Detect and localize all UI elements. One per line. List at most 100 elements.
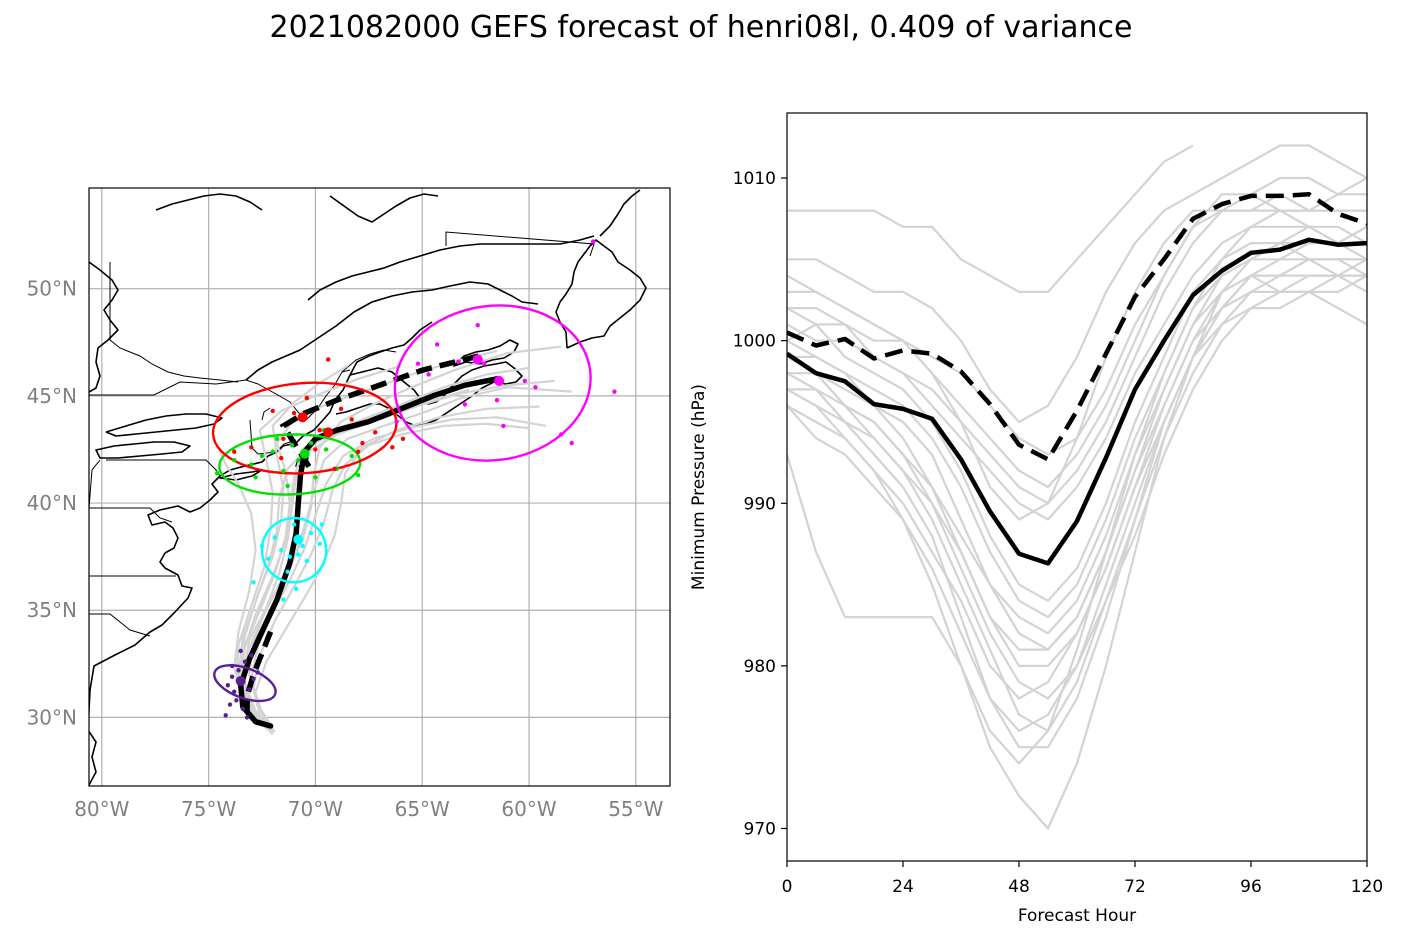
map-lat-tick-label: 30°N	[27, 705, 77, 729]
figure-title: 2021082000 GEFS forecast of henri08l, 0.…	[269, 10, 1133, 45]
member-point-cyan	[319, 522, 325, 527]
border-quebec-newbrunswick	[341, 349, 397, 373]
mean-marker-red	[323, 427, 334, 438]
member-point-red	[349, 417, 354, 422]
member-pressure-line	[787, 274, 1367, 651]
member-point-red	[338, 406, 344, 411]
member-point-magenta	[533, 385, 538, 390]
member-point-magenta	[612, 389, 617, 394]
uncertainty-ellipses	[211, 304, 592, 703]
x-tick-label: 96	[1240, 877, 1262, 897]
map-lon-tick-label: 55°W	[608, 797, 663, 821]
pressure-member-lines	[787, 144, 1367, 830]
member-point-green	[296, 458, 301, 463]
member-point-purple	[227, 702, 233, 707]
member-point-cyan	[300, 543, 305, 549]
dashed-track-line-north	[279, 352, 483, 469]
member-track-line	[252, 422, 530, 734]
coastline-st-lawrence	[245, 281, 539, 381]
map-background	[89, 188, 670, 786]
member-point-cyan	[317, 541, 322, 546]
map-axis-labels: 80°W 75°W 70°W 65°W 60°W 55°W 30°N 35°N 40°N 45°N…	[27, 277, 664, 821]
member-pressure-line	[787, 144, 1194, 293]
pressure-axis-ticks: 0 24 48 72 96 120 970 980 990 1000 1010	[733, 169, 1383, 897]
member-pressure-line	[787, 209, 1367, 765]
member-point-magenta	[494, 397, 500, 403]
pressure-chart-panel: 0 24 48 72 96 120 970 980 990 1000 1010 Forecast H…	[689, 112, 1383, 926]
member-point-magenta	[394, 419, 399, 424]
member-point-green	[285, 483, 290, 489]
coastline-north-shore	[307, 235, 595, 301]
member-point-green	[232, 458, 237, 463]
member-point-purple	[238, 648, 243, 654]
member-pressure-line	[787, 274, 1367, 733]
member-point-cyan	[266, 556, 271, 562]
member-point-cyan	[291, 522, 297, 527]
member-point-purple	[240, 706, 245, 712]
member-point-magenta	[415, 361, 421, 366]
pressure-plot-frame	[786, 112, 1368, 862]
member-point-magenta	[475, 322, 480, 328]
member-pressure-line	[787, 225, 1367, 619]
member-point-magenta	[434, 342, 440, 347]
y-tick-label: 1000	[733, 332, 776, 352]
uncertainty-ellipse-magenta	[393, 304, 592, 462]
member-point-green	[274, 436, 280, 441]
member-point-green	[289, 443, 295, 448]
member-pressure-line	[787, 258, 1367, 668]
member-point-magenta	[590, 239, 596, 244]
y-tick-label: 1010	[733, 169, 776, 189]
member-point-purple	[242, 659, 248, 664]
member-point-green	[214, 470, 220, 476]
x-tick-label: 48	[1008, 877, 1030, 897]
border-sc-nc	[89, 613, 151, 637]
member-point-cyan	[293, 586, 299, 592]
map-lat-tick-label: 45°N	[27, 384, 77, 408]
y-tick-label: 990	[744, 494, 776, 514]
member-point-cyan	[308, 530, 314, 536]
mean-marker-green	[299, 448, 310, 459]
border-quebec-labrador	[445, 231, 595, 257]
member-point-purple	[232, 689, 237, 694]
member-pressure-line	[787, 225, 1367, 602]
member-pressure-line	[787, 225, 1367, 830]
member-point-green	[355, 473, 361, 478]
member-pressure-line	[787, 258, 1367, 635]
member-point-red	[360, 440, 365, 446]
member-point-red	[326, 357, 331, 362]
member-point-purple	[236, 668, 241, 673]
member-point-green	[253, 475, 258, 480]
member-pressure-line	[787, 258, 1367, 749]
map-lon-tick-label: 80°W	[74, 797, 129, 821]
member-pressure-line	[787, 176, 1367, 456]
coastline-james-bay-islands	[155, 193, 439, 223]
member-point-magenta	[462, 402, 468, 407]
member-point-magenta	[522, 378, 527, 384]
coastline-labrador	[599, 189, 641, 237]
member-point-cyan	[296, 552, 301, 557]
coastline-newfoundland	[555, 239, 647, 349]
member-point-red	[270, 408, 275, 414]
member-point-green	[270, 449, 275, 454]
member-point-purple	[234, 698, 239, 703]
pressure-series-solid	[787, 237, 1367, 566]
mean-marker-magenta	[494, 375, 505, 386]
border-va-wv	[89, 459, 101, 509]
mean-marker-magenta	[472, 354, 483, 365]
coastline-mainland	[89, 321, 433, 786]
member-point-purple	[249, 653, 254, 658]
y-axis-label: Minimum Pressure (hPa)	[689, 384, 709, 590]
member-point-purple	[229, 674, 235, 679]
member-point-purple	[225, 683, 231, 688]
x-tick-label: 24	[892, 877, 914, 897]
border-va-md	[89, 507, 173, 523]
track-map-panel: 80°W 75°W 70°W 65°W 60°W 55°W 30°N 35°N 40°N 45°N…	[27, 187, 671, 821]
map-lat-tick-label: 40°N	[27, 491, 77, 515]
member-pressure-line	[787, 144, 1367, 424]
member-point-red	[332, 466, 337, 471]
member-track-line	[250, 416, 547, 729]
x-tick-label: 0	[782, 877, 793, 897]
member-point-red	[317, 428, 322, 433]
member-point-red	[373, 430, 378, 435]
x-axis-label: Forecast Hour	[1018, 906, 1136, 926]
